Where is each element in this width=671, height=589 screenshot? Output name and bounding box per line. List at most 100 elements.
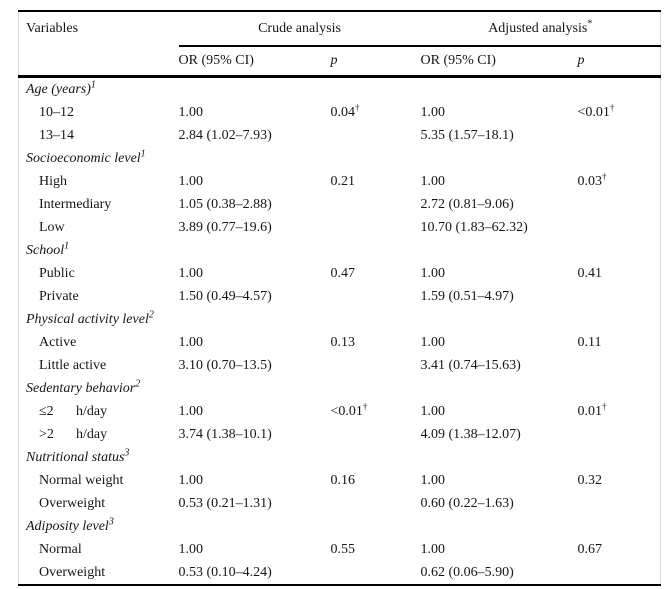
table-row: Overweight 0.53 (0.10–4.24) 0.62 (0.06–5…: [19, 561, 661, 585]
adjusted-p-cell: [578, 216, 661, 239]
group-label: School1: [26, 239, 70, 258]
crude-p-cell: 0.47: [330, 265, 356, 281]
crude-analysis-label: Crude analysis: [258, 20, 341, 36]
group-footnote-marker: 1: [64, 239, 70, 251]
crude-p-cell: 0.21: [330, 173, 356, 189]
table-row: Low 3.89 (0.77–19.6) 10.70 (1.83–62.32): [19, 216, 661, 239]
adjusted-p-cell: 0.41: [577, 265, 603, 281]
table-row: >2 h/day 3.74 (1.38–10.1) 4.09 (1.38–12.0…: [19, 423, 661, 446]
crude-or-cell: 0.53 (0.10–4.24): [178, 564, 272, 580]
row-label: 13–14: [39, 127, 74, 143]
crude-p-cell: [331, 216, 421, 239]
row-label: Low: [39, 219, 65, 235]
adjusted-p-cell: 0.01†: [577, 400, 607, 419]
crude-p-cell: 0.13: [330, 334, 356, 350]
crude-or-cell: 1.00: [178, 265, 204, 281]
crude-or-cell: 1.00: [178, 403, 204, 419]
crude-or-cell: 3.74 (1.38–10.1): [178, 426, 272, 442]
table-row: 13–14 2.84 (1.02–7.93) 5.35 (1.57–18.1): [19, 124, 661, 147]
group-label: Nutritional status3: [26, 446, 130, 465]
table-row: Private 1.50 (0.49–4.57) 1.59 (0.51–4.97…: [19, 285, 661, 308]
group-label: Physical activity level2: [26, 308, 154, 327]
row-label: Normal weight: [39, 472, 124, 488]
row-label: ≤2 h/day: [39, 403, 108, 419]
adjusted-or-cell: 1.59 (0.51–4.97): [420, 288, 514, 304]
adjusted-p-cell: 0.67: [577, 541, 603, 557]
table-row: High 1.00 0.21 1.00 0.03†: [19, 170, 661, 193]
adjusted-or-cell: 1.00: [420, 104, 446, 120]
crude-or-cell: 1.00: [178, 541, 204, 557]
group-row-sedentary: Sedentary behavior2: [19, 377, 661, 400]
adjusted-or-cell: 1.00: [420, 334, 446, 350]
group-footnote-marker: 1: [90, 78, 96, 90]
adjusted-p-cell: [578, 561, 661, 585]
row-label: Overweight: [39, 564, 106, 580]
adjusted-p-cell: [578, 124, 661, 147]
row-label: Active: [39, 334, 77, 350]
table-row: Little active 3.10 (0.70–13.5) 3.41 (0.7…: [19, 354, 661, 377]
adjusted-p-cell: [578, 423, 661, 446]
group-row-school: School1: [19, 239, 661, 262]
group-footnote-marker: 2: [148, 308, 154, 320]
unit-label: h/day: [76, 403, 108, 419]
group-row-age: Age (years)1: [19, 77, 661, 102]
crude-p-cell: [331, 124, 421, 147]
adjusted-or-cell: 0.62 (0.06–5.90): [420, 564, 514, 580]
table-row: Intermediary 1.05 (0.38–2.88) 2.72 (0.81…: [19, 193, 661, 216]
group-label: Adiposity level3: [26, 515, 114, 534]
group-footnote-marker: 3: [124, 446, 130, 458]
group-row-physical-activity: Physical activity level2: [19, 308, 661, 331]
row-label: Little active: [39, 357, 107, 373]
adjusted-or-cell: 3.41 (0.74–15.63): [420, 357, 521, 373]
crude-or-cell: 1.00: [178, 472, 204, 488]
dagger-marker: †: [355, 101, 360, 112]
crude-p-cell: 0.16: [330, 472, 356, 488]
table-row: Active 1.00 0.13 1.00 0.11: [19, 331, 661, 354]
crude-or-cell: 2.84 (1.02–7.93): [178, 127, 272, 143]
adjusted-p-cell: [578, 354, 661, 377]
odds-ratio-table: Variables Crude analysis Adjusted analys…: [18, 10, 662, 586]
unit-label: h/day: [76, 426, 108, 442]
col-header-or-adjusted: OR (95% CI): [420, 46, 578, 78]
col-header-crude-analysis: Crude analysis: [178, 11, 421, 47]
crude-p-cell: [331, 561, 421, 585]
group-row-nutritional: Nutritional status3: [19, 446, 661, 469]
adjusted-analysis-footnote-marker: *: [587, 17, 593, 29]
col-header-p-crude: p: [330, 46, 421, 78]
adjusted-or-cell: 0.60 (0.22–1.63): [420, 495, 514, 511]
group-label: Sedentary behavior2: [26, 377, 141, 396]
table-row: ≤2 h/day 1.00 <0.01† 1.00 0.01†: [19, 400, 661, 423]
col-header-or-crude: OR (95% CI): [178, 46, 331, 78]
adjusted-p-cell: 0.03†: [577, 170, 607, 189]
crude-or-cell: 1.00: [178, 334, 204, 350]
table-row: Overweight 0.53 (0.21–1.31) 0.60 (0.22–1…: [19, 492, 661, 515]
subheader-row: OR (95% CI) p OR (95% CI) p: [18, 46, 661, 78]
dagger-marker: †: [602, 400, 607, 411]
crude-p-cell: [331, 285, 421, 308]
table-header: Variables Crude analysis Adjusted analys…: [18, 11, 661, 78]
group-footnote-marker: 1: [140, 147, 146, 159]
group-label: Socioeconomic level1: [26, 147, 146, 166]
col-header-variables: Variables: [26, 21, 79, 36]
adjusted-p-cell: 0.11: [577, 334, 602, 350]
crude-or-cell: 0.53 (0.21–1.31): [178, 495, 272, 511]
crude-or-cell: 1.05 (0.38–2.88): [178, 196, 272, 212]
crude-p-cell: [331, 354, 421, 377]
crude-or-cell: 1.50 (0.49–4.57): [178, 288, 272, 304]
adjusted-or-cell: 1.00: [420, 173, 446, 189]
adjusted-or-cell: 10.70 (1.83–62.32): [420, 219, 528, 235]
table-row: Normal 1.00 0.55 1.00 0.67: [19, 538, 661, 561]
row-label: High: [39, 173, 67, 189]
row-label: Overweight: [39, 495, 106, 511]
crude-p-cell: [331, 423, 421, 446]
crude-or-cell: 3.89 (0.77–19.6): [178, 219, 272, 235]
table-body: Age (years)1 10–12 1.00 0.04† 1.00 <0.01…: [19, 77, 661, 586]
adjusted-p-cell: <0.01†: [577, 101, 615, 120]
group-row-adiposity: Adiposity level3: [19, 515, 661, 538]
adjusted-analysis-label: Adjusted analysis: [488, 20, 588, 36]
adjusted-or-cell: 1.00: [420, 265, 446, 281]
dagger-marker: †: [609, 101, 615, 112]
crude-p-cell: 0.55: [330, 541, 356, 557]
row-label: Public: [39, 265, 75, 281]
group-label: Age (years)1: [26, 78, 96, 97]
